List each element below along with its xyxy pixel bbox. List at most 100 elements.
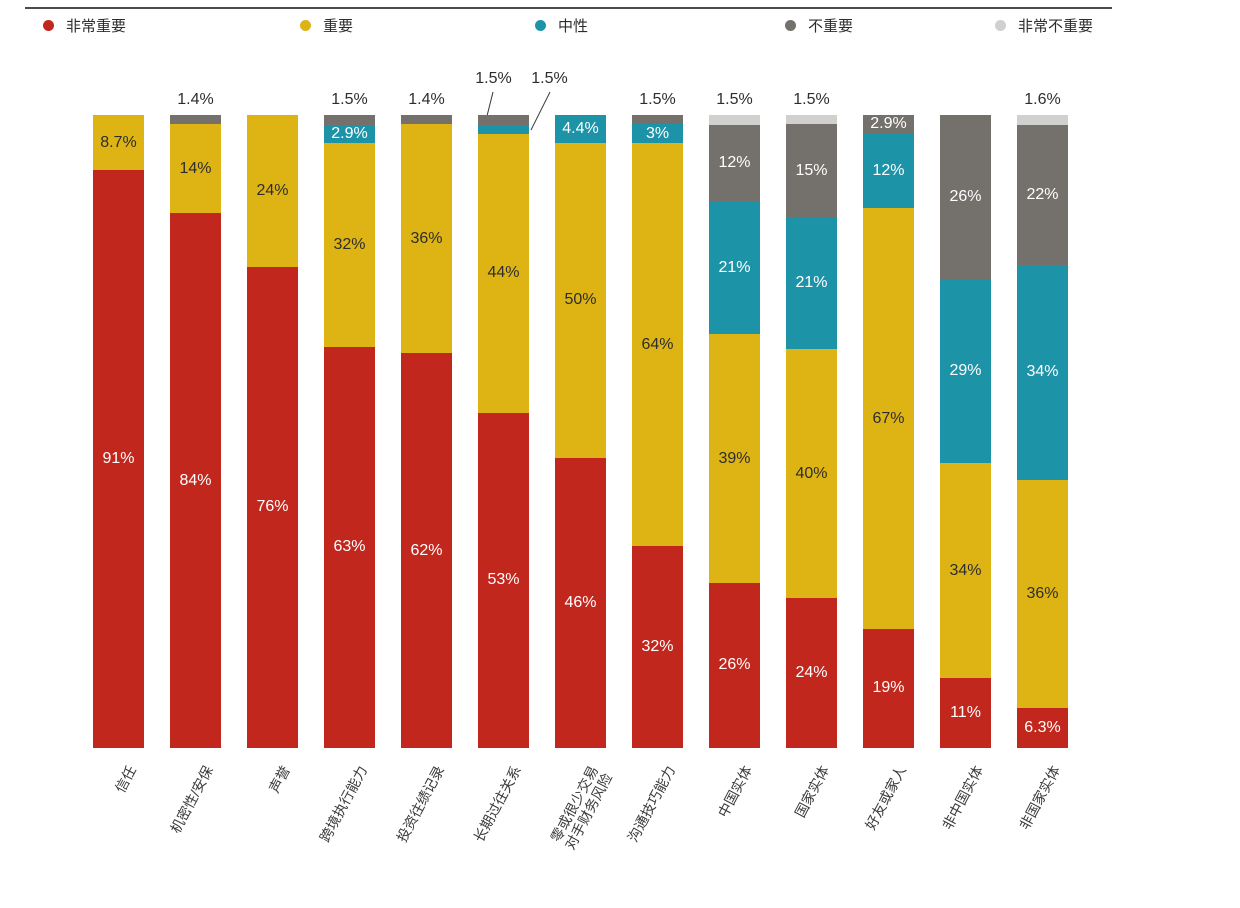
value-label: 44% [487,264,520,282]
segment-重要: 36% [401,123,452,354]
legend-label: 中性 [558,17,589,35]
legend-item-2: 重要 [300,16,354,35]
top-value-label: 1.5% [716,91,753,108]
value-label: 24% [256,181,289,199]
value-label: 21% [718,258,751,276]
value-label: 11% [950,704,981,722]
segment-重要: 44% [478,134,529,413]
segment-非常不重要 [1017,115,1068,126]
legend-item-5: 非常不重要 [995,16,1093,35]
legend-dot-icon [785,19,796,31]
segment-中性: 2.9% [324,124,375,144]
segment-非常重要: 19% [863,628,914,748]
legend-item-3: 中性 [535,16,589,35]
segment-不重要 [478,115,529,125]
segment-非常重要: 46% [555,457,606,748]
category-label: 国家实体 [791,763,832,820]
top-value-label: 1.5% [331,91,368,108]
value-label: 36% [410,229,443,247]
value-label: 40% [795,464,828,482]
category-label: 好友或家人 [861,763,909,833]
top-value-label: 1.4% [408,91,445,108]
segment-非常重要: 62% [401,353,452,748]
legend-dot-icon [300,19,311,31]
value-label: 29% [949,362,982,380]
segment-重要: 32% [324,143,375,347]
legend-label: 重要 [323,17,354,35]
value-label: 19% [872,679,905,697]
segment-非常重要: 53% [478,412,529,748]
value-label: 4.4% [562,119,599,137]
bar-投资往绩记录: 36% 62% [401,115,452,748]
legend-item-1: 非常重要 [43,16,127,35]
segment-非常重要: 32% [632,546,683,748]
legend-item-4: 不重要 [785,16,854,35]
segment-重要: 67% [863,208,914,629]
bar-中国实体: 12% 21% 39% 26% [709,115,760,748]
segment-不重要 [170,115,221,124]
segment-中性: 21% [786,217,837,349]
segment-不重要 [632,115,683,125]
value-label: 62% [410,541,443,559]
value-label: 2.9% [331,124,368,142]
segment-重要: 50% [555,142,606,458]
value-label: 76% [256,498,289,516]
category-label: 非国家实体 [1015,763,1063,833]
legend-label: 不重要 [808,17,854,35]
value-label: 64% [641,335,674,353]
value-label: 36% [1026,585,1059,603]
legend-dot-icon [995,19,1006,31]
value-label: 26% [949,188,982,206]
segment-中性 [478,124,529,134]
segment-非常重要: 91% [93,170,144,748]
category-label: 信任 [111,763,139,796]
segment-非常不重要 [709,115,760,125]
bar-机密性/安保: 14% 84% [170,115,221,748]
segment-中性: 3% [632,124,683,144]
value-label: 3% [645,124,670,142]
segment-中性: 4.4% [555,115,606,143]
segment-不重要: 12% [709,124,760,201]
segment-重要: 34% [940,463,991,679]
segment-不重要: 15% [786,124,837,218]
bar-跨境执行能力: 2.9% 32% 63% [324,115,375,748]
bar-声誉: 24% 76% [247,115,298,748]
value-label: 53% [487,571,520,589]
value-label: 63% [333,538,366,556]
bar-信任: 8.7% 91% [93,115,144,748]
top-value-label: 1.4% [177,91,214,108]
segment-重要: 24% [247,115,298,267]
bar-长期过往关系: 44% 53% [478,115,529,748]
category-label: 中国实体 [714,763,755,820]
segment-重要: 40% [786,348,837,599]
segment-不重要: 2.9% [863,115,914,134]
value-label: 15% [795,162,828,180]
category-label: 声誉 [265,763,293,796]
value-label: 32% [333,235,366,253]
value-label: 39% [718,449,751,467]
segment-重要: 39% [709,334,760,583]
segment-不重要 [401,115,452,124]
legend-dot-icon [535,19,546,31]
bar-好友或家人: 2.9% 12% 67% 19% [863,115,914,748]
segment-非常重要: 63% [324,346,375,748]
legend-label: 非常重要 [66,17,127,35]
value-label: 67% [872,409,905,427]
value-label: 50% [564,291,597,309]
segment-非常不重要 [786,115,837,125]
category-label: 长期过往关系 [470,763,524,845]
segment-非常重要: 6.3% [1017,708,1068,749]
segment-非常重要: 11% [940,678,991,748]
bar-非中国实体: 26% 29% 34% 11% [940,115,991,748]
callout-label-teal: 1.5% [531,70,568,87]
segment-重要: 36% [1017,479,1068,709]
segment-非常重要: 26% [709,582,760,748]
legend-dot-icon [43,19,54,31]
segment-重要: 8.7% [93,115,144,171]
value-label: 91% [102,450,135,468]
value-label: 21% [795,274,828,292]
segment-不重要 [324,115,375,125]
segment-不重要: 26% [940,115,991,280]
value-label: 22% [1026,185,1059,203]
